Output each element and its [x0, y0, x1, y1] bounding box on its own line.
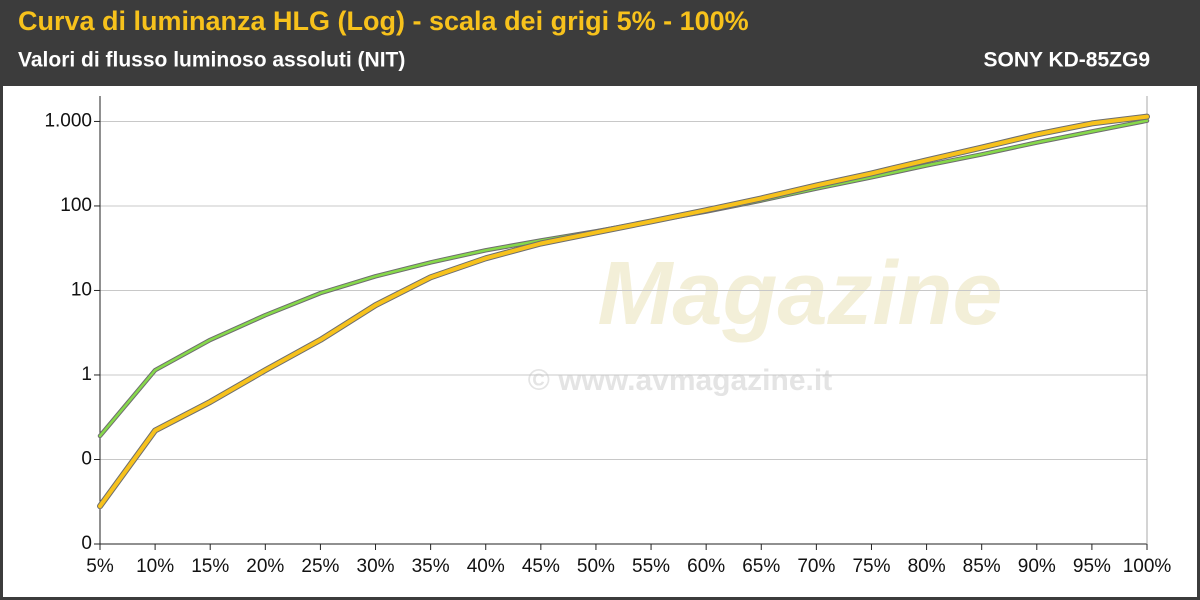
- watermark: Magazine: [597, 244, 1002, 344]
- x-tick-label: 100%: [1123, 556, 1172, 577]
- x-tick-label: 35%: [412, 556, 450, 577]
- x-tick-label: 5%: [86, 556, 114, 577]
- x-tick-label: 95%: [1073, 556, 1111, 577]
- x-tick-label: 45%: [522, 556, 560, 577]
- x-tick-label: 40%: [467, 556, 505, 577]
- x-tick-label: 30%: [357, 556, 395, 577]
- y-tick-label: 0: [81, 449, 92, 470]
- x-tick-label: 55%: [632, 556, 670, 577]
- chart-title: Curva di luminanza HLG (Log) - scala dei…: [18, 6, 749, 36]
- y-tick-label: 1.000: [44, 110, 92, 131]
- x-tick-label: 90%: [1018, 556, 1056, 577]
- series-line: [98, 114, 1149, 509]
- chart-subtitle: Valori di flusso luminoso assoluti (NIT): [18, 49, 405, 72]
- y-tick-label: 1: [81, 364, 92, 385]
- watermark: © www.avmagazine.it: [528, 364, 832, 397]
- x-tick-label: 80%: [908, 556, 946, 577]
- x-tick-label: 10%: [136, 556, 174, 577]
- plot-background: [3, 86, 1197, 597]
- y-tick-label: 0: [81, 533, 92, 554]
- x-tick-label: 70%: [797, 556, 835, 577]
- model-label: SONY KD-85ZG9: [984, 49, 1151, 72]
- y-tick-label: 10: [71, 279, 92, 300]
- y-tick-label: 100: [60, 195, 92, 216]
- x-tick-label: 15%: [191, 556, 229, 577]
- x-tick-label: 25%: [301, 556, 339, 577]
- x-tick-label: 65%: [742, 556, 780, 577]
- x-tick-label: 50%: [577, 556, 615, 577]
- x-tick-label: 75%: [852, 556, 890, 577]
- x-tick-label: 85%: [963, 556, 1001, 577]
- x-tick-label: 20%: [246, 556, 284, 577]
- x-tick-label: 60%: [687, 556, 725, 577]
